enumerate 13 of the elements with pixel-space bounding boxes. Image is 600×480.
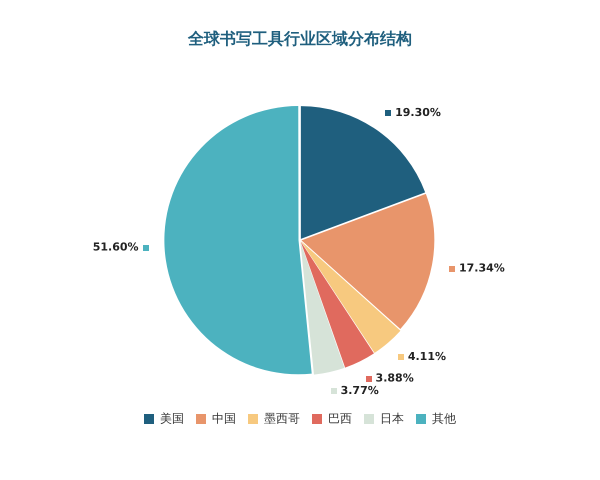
- data-label: 4.11%: [408, 350, 446, 364]
- legend-label: 其他: [432, 411, 456, 426]
- data-label: 3.77%: [340, 384, 379, 397]
- legend-label: 美国: [160, 411, 184, 426]
- legend-label: 日本: [380, 411, 404, 426]
- data-label: 3.88%: [376, 372, 414, 385]
- legend-label: 墨西哥: [264, 411, 300, 426]
- chart-title: 全球书写工具行业区域分布结构: [187, 28, 412, 48]
- data-label: 19.30%: [395, 106, 441, 119]
- legend-label: 中国: [212, 411, 236, 426]
- data-label: 51.60%: [92, 240, 139, 254]
- data-label: 17.34%: [458, 262, 505, 275]
- legend-label: 巴西: [328, 411, 352, 426]
